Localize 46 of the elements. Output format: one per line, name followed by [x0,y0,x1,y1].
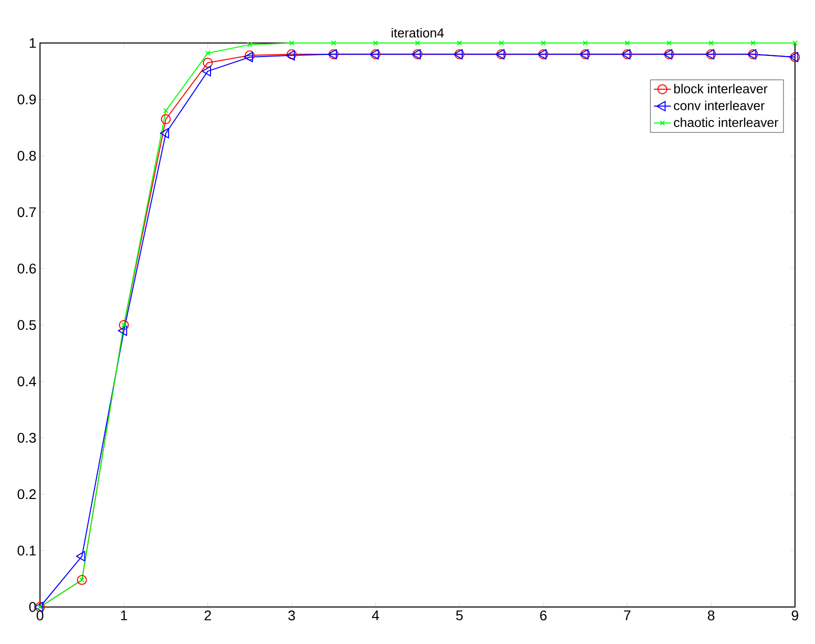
point [331,40,336,46]
x-tick-label: 7 [624,610,630,620]
x-tick-label: 6 [540,610,547,620]
point [708,40,714,46]
point [624,40,630,46]
chart-title: iteration4 [392,28,444,38]
point [456,40,462,46]
x-tick-label: 4 [372,610,380,620]
point [76,574,87,585]
point [247,42,252,48]
point [118,320,129,330]
point [289,40,294,46]
point [118,325,128,336]
point [202,58,213,68]
x-tick-label: 1 [121,610,128,620]
y-tick-label: 0.8 [18,150,36,161]
point [76,550,86,562]
x-tick-label: 5 [456,610,463,620]
x-tick-label: 2 [204,610,211,620]
legend-label: block interleaver [674,84,768,94]
y-tick-label: 0.3 [18,432,36,443]
y-tick-label: 0.4 [18,376,36,386]
y-tick-label: 0.9 [18,94,36,104]
x-tick-label: 3 [288,610,295,620]
point [750,40,756,46]
point [160,114,171,124]
point [205,50,210,56]
point [582,40,588,46]
legend-label: chaotic interleaver [674,118,778,128]
point [163,108,168,114]
point [372,40,378,46]
y-tick-label: 0.7 [18,207,36,218]
x-tick-label: 9 [792,610,798,620]
y-tick-label: 0.5 [18,320,36,330]
y-tick-label: 0.6 [18,264,36,274]
y-tick-label: 1 [30,38,36,48]
x-tick-label: 8 [708,610,714,620]
point [666,40,672,46]
y-tick-label: 0.1 [18,546,36,556]
point [160,128,170,138]
legend-label: conv interleaver [674,100,765,110]
point [540,40,546,46]
point [498,40,504,46]
point [414,40,420,46]
y-tick-label: 0.2 [18,489,36,500]
point [202,66,212,76]
